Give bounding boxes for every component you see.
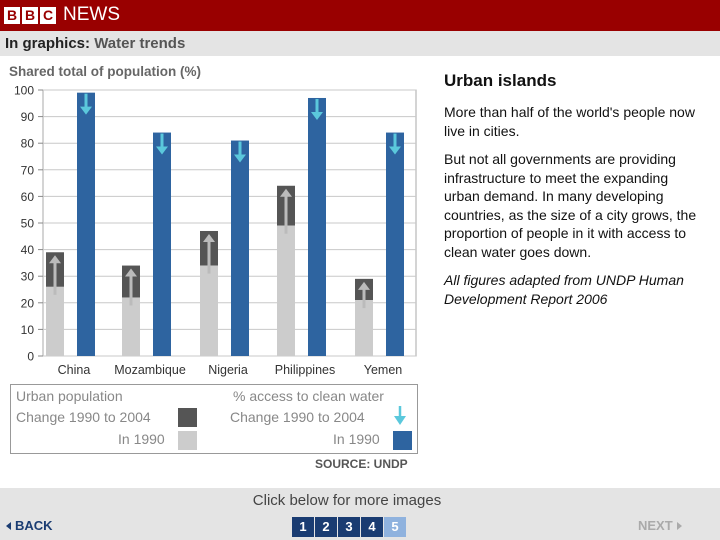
water-change-arrow-head	[389, 146, 401, 155]
next-button: NEXT	[638, 518, 682, 533]
y-tick-label: 20	[21, 296, 35, 310]
panel-source-note: All figures adapted from UNDP Human Deve…	[444, 272, 684, 307]
bar-chart: Shared total of population (%) 0 10 20 30 40…	[9, 64, 417, 377]
urban-change-arrow-head	[49, 255, 61, 264]
water-change-arrow-head	[234, 154, 246, 163]
urban-change-arrow-head	[125, 268, 137, 277]
legend-water-change-label: Change 1990 to 2004	[230, 409, 365, 425]
bar-urban-1990	[200, 265, 218, 356]
bar-water-1990	[308, 97, 326, 356]
legend-urban-change-label: Change 1990 to 2004	[16, 409, 151, 425]
bbc-logo[interactable]: B B C	[4, 7, 56, 24]
y-tick-label: 40	[21, 243, 35, 257]
logo-letter-c: C	[40, 7, 56, 24]
legend-water-change-arrow-icon	[394, 406, 406, 425]
bar-urban-1990	[122, 297, 140, 356]
back-label: BACK	[15, 518, 53, 533]
urban-change-arrow-head	[280, 188, 292, 197]
legend-urban-1990-swatch	[178, 431, 197, 450]
page-button-4[interactable]: 4	[361, 517, 383, 537]
y-tick-label: 50	[21, 217, 35, 231]
news-wordmark: NEWS	[63, 4, 120, 25]
panel-paragraph-2: But not all governments are providing in…	[444, 151, 697, 260]
x-tick-label: Mozambique	[114, 363, 186, 377]
site-header: B B C NEWS	[0, 0, 720, 31]
y-tick-label: 0	[27, 350, 34, 364]
page-title-bar: In graphics: Water trends	[0, 31, 720, 56]
x-tick-label: Yemen	[364, 363, 403, 377]
chart-legend: Urban population Change 1990 to 2004 In …	[10, 384, 418, 454]
bar-water-1990	[77, 92, 95, 356]
footer-caption: Click below for more images	[252, 492, 442, 509]
legend-water-heading: % access to clean water	[233, 388, 384, 404]
next-label: NEXT	[638, 518, 673, 533]
page-button-3[interactable]: 3	[338, 517, 360, 537]
legend-urban-heading: Urban population	[16, 388, 123, 404]
panel-paragraph-1: More than half of the world's people now…	[444, 104, 695, 139]
logo-letter-b2: B	[22, 7, 38, 24]
bar-water-1990	[386, 132, 404, 356]
back-arrow-icon	[6, 521, 11, 530]
urban-change-arrow-head	[203, 233, 215, 242]
page-button-1[interactable]: 1	[292, 517, 314, 537]
bar-urban-1990	[46, 286, 64, 356]
y-tick-label: 30	[21, 270, 35, 284]
y-tick-label: 70	[21, 163, 35, 177]
chart-source: SOURCE: UNDP	[315, 457, 408, 471]
y-tick-label: 60	[21, 190, 35, 204]
legend-urban-change-swatch	[178, 408, 197, 427]
bar-water-1990	[153, 132, 171, 356]
x-tick-label: Nigeria	[208, 363, 248, 377]
bar-urban-1990	[277, 225, 295, 356]
next-arrow-icon	[676, 521, 682, 530]
page-button-2[interactable]: 2	[315, 517, 337, 537]
water-change-arrow-head	[156, 146, 168, 155]
water-change-arrow-head	[311, 111, 323, 120]
urban-change-arrow-head	[358, 281, 370, 290]
y-tick-label: 100	[14, 84, 34, 98]
panel-title: Urban islands	[444, 71, 557, 90]
legend-urban-1990-label: In 1990	[118, 431, 165, 447]
bar-water-1990	[231, 140, 249, 356]
page-title-prefix: In graphics:	[5, 35, 91, 52]
legend-water-1990-swatch	[393, 431, 412, 450]
page-title: Water trends	[94, 35, 186, 52]
chart-ylabel: Shared total of population (%)	[9, 64, 201, 79]
y-tick-label: 10	[21, 323, 35, 337]
bar-urban-1990	[355, 300, 373, 356]
water-change-arrow-head	[80, 106, 92, 115]
footer-bar	[0, 488, 720, 540]
logo-letter-b1: B	[4, 7, 20, 24]
y-tick-label: 90	[21, 110, 35, 124]
x-tick-label: China	[58, 363, 91, 377]
legend-water-1990-label: In 1990	[333, 431, 380, 447]
article-panel: Urban islands More than half of the worl…	[444, 70, 706, 309]
y-tick-label: 80	[21, 137, 35, 151]
image-pager: 1 2 3 4 5	[292, 517, 406, 537]
x-tick-label: Philippines	[275, 363, 335, 377]
page-button-5[interactable]: 5	[384, 517, 406, 537]
back-button[interactable]: BACK	[6, 518, 53, 533]
